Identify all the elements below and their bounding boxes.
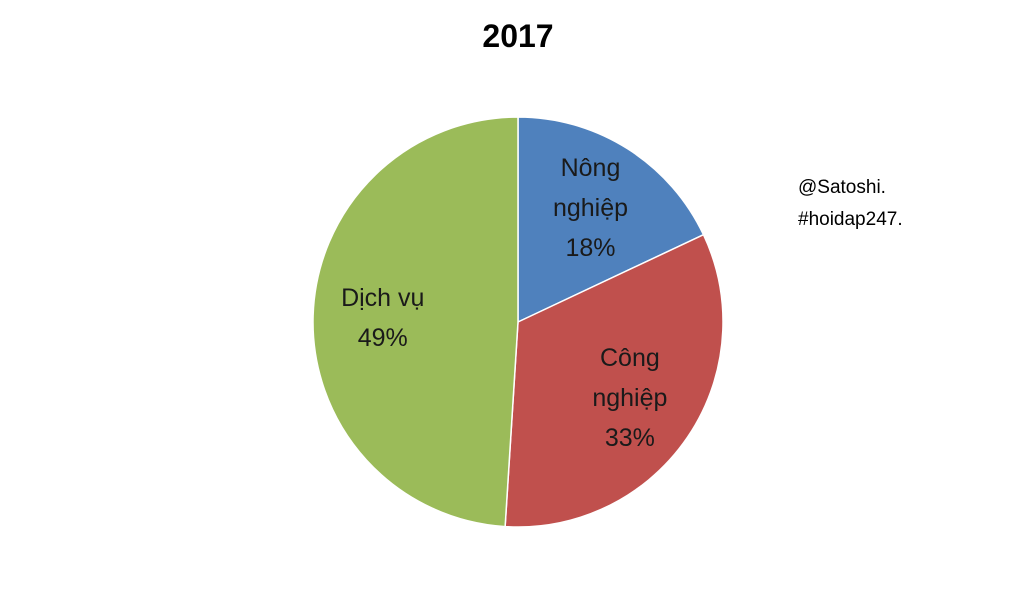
pie-slice [517, 116, 705, 324]
pie-slice [504, 233, 724, 528]
annotation-line: #hoidap247. [798, 209, 903, 230]
value-label: 18% [565, 233, 616, 262]
value-label: 49% [357, 323, 408, 352]
category-label: Nông nghiệp [552, 153, 629, 222]
annotation-line: @Satoshi. [798, 177, 886, 198]
slice-label: Nông nghiệp 18% [535, 148, 645, 268]
category-label: Công nghiệp [592, 344, 668, 413]
chart-title: 2017 [482, 18, 554, 54]
slice-label: Công nghiệp 33% [575, 338, 685, 458]
slice-label: Dịch vụ 49% [328, 278, 438, 358]
value-label: 33% [604, 424, 655, 453]
category-label: Dịch vụ [341, 283, 425, 312]
pie-slice [312, 116, 519, 528]
annotation: @Satoshi. #hoidap247. [798, 172, 903, 236]
